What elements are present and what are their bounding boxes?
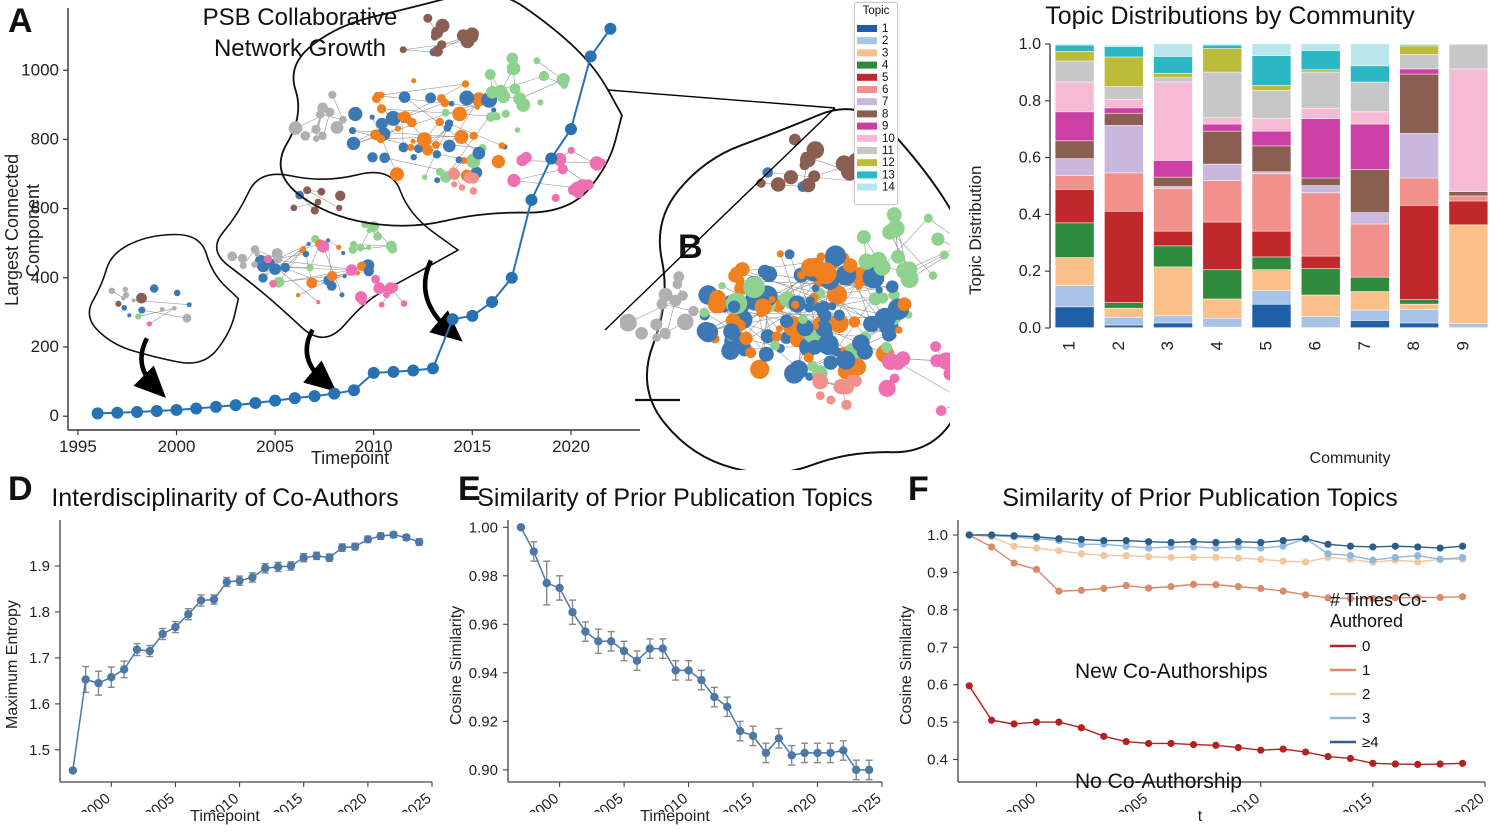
svg-text:1.9: 1.9	[29, 558, 50, 575]
svg-text:0: 0	[1362, 638, 1370, 655]
svg-text:5: 5	[1257, 341, 1276, 350]
svg-text:4: 4	[882, 60, 889, 72]
svg-text:8: 8	[882, 108, 888, 120]
svg-text:2020: 2020	[552, 437, 590, 456]
svg-text:1.8: 1.8	[29, 604, 50, 621]
svg-text:0.92: 0.92	[469, 713, 498, 730]
svg-text:0.8: 0.8	[1019, 93, 1041, 110]
svg-text:0.4: 0.4	[1019, 206, 1041, 223]
svg-text:0.5: 0.5	[927, 714, 948, 731]
svg-text:8: 8	[1404, 341, 1423, 350]
svg-text:1.5: 1.5	[29, 742, 50, 759]
svg-text:1.00: 1.00	[469, 519, 498, 536]
svg-text:≥4: ≥4	[1362, 734, 1379, 751]
svg-text:0.8: 0.8	[927, 602, 948, 619]
svg-text:0.96: 0.96	[469, 616, 498, 633]
svg-text:5: 5	[882, 72, 888, 84]
svg-text:0.94: 0.94	[469, 665, 498, 682]
svg-text:200: 200	[31, 337, 59, 356]
svg-text:10: 10	[882, 133, 895, 145]
svg-text:2: 2	[882, 35, 888, 47]
svg-text:1.0: 1.0	[1019, 38, 1041, 53]
svg-text:3: 3	[1362, 710, 1370, 727]
svg-text:0.7: 0.7	[927, 639, 948, 656]
svg-text:1.6: 1.6	[29, 696, 50, 713]
svg-text:0.0: 0.0	[1019, 320, 1041, 337]
svg-text:2000: 2000	[158, 437, 196, 456]
svg-text:0.98: 0.98	[469, 568, 498, 585]
svg-text:0: 0	[50, 406, 59, 425]
svg-text:1.7: 1.7	[29, 650, 50, 667]
svg-text:1995: 1995	[59, 437, 97, 456]
svg-text:1.0: 1.0	[927, 527, 948, 544]
svg-text:3: 3	[1158, 341, 1177, 350]
svg-text:1: 1	[882, 23, 888, 35]
svg-text:1: 1	[1060, 341, 1079, 350]
svg-text:0.90: 0.90	[469, 762, 498, 779]
svg-text:9: 9	[882, 121, 888, 133]
svg-text:7: 7	[1355, 341, 1374, 350]
svg-text:2015: 2015	[453, 437, 491, 456]
svg-text:2: 2	[1109, 341, 1128, 350]
svg-text:7: 7	[882, 96, 888, 108]
svg-text:3: 3	[882, 47, 888, 59]
svg-text:0.2: 0.2	[1019, 263, 1041, 280]
svg-text:6: 6	[1306, 341, 1325, 350]
svg-text:4: 4	[1207, 341, 1226, 350]
svg-text:0.9: 0.9	[927, 564, 948, 581]
svg-text:0.6: 0.6	[1019, 150, 1041, 167]
svg-text:9: 9	[1453, 341, 1472, 350]
svg-text:14: 14	[882, 182, 895, 194]
svg-text:6: 6	[882, 84, 888, 96]
svg-text:0.4: 0.4	[927, 752, 948, 769]
svg-text:1: 1	[1362, 662, 1370, 679]
svg-text:12: 12	[882, 157, 895, 169]
svg-text:1000: 1000	[21, 60, 59, 79]
svg-text:11: 11	[882, 145, 894, 157]
svg-text:13: 13	[882, 169, 895, 181]
svg-text:0.6: 0.6	[927, 677, 948, 694]
svg-text:2: 2	[1362, 686, 1370, 703]
